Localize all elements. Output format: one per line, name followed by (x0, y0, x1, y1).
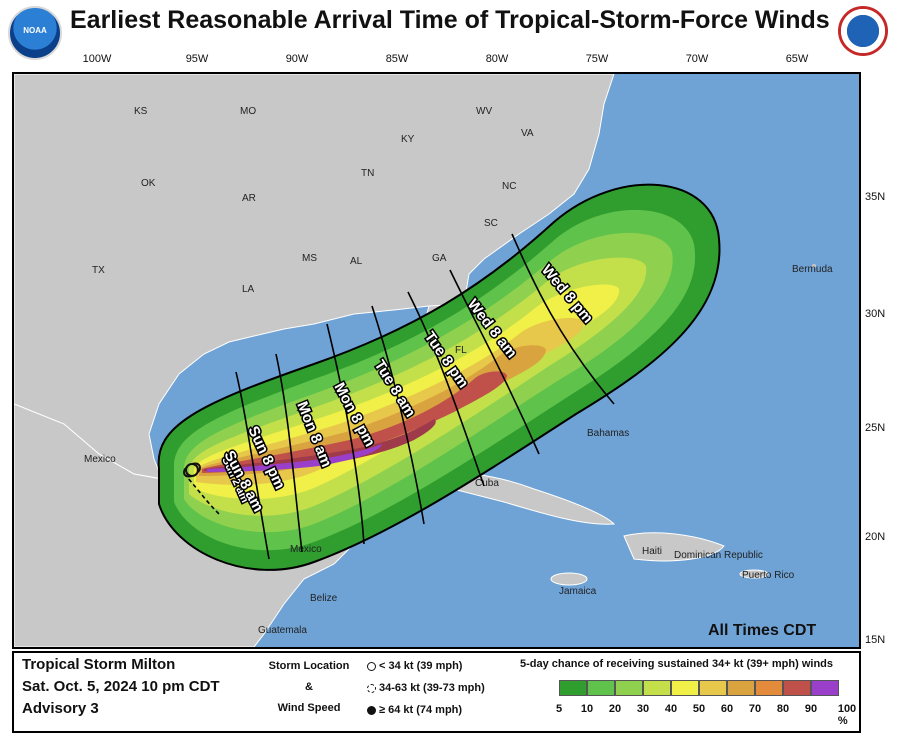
latitude-axis: 35N 30N 25N 20N 15N (860, 72, 897, 647)
prob-label: 20 (608, 703, 622, 715)
label-tn: TN (361, 168, 374, 179)
map-svg: KS MO WV VA KY OK AR TN NC SC GA MS AL T… (14, 74, 859, 647)
storm-legend-item-weak: < 34 kt (39 mph) (379, 660, 463, 672)
prob-label: 80 (776, 703, 790, 715)
prob-label: 30 (636, 703, 650, 715)
lon-label: 95W (185, 53, 209, 65)
prob-swatch (811, 680, 839, 696)
prob-swatch (755, 680, 783, 696)
hurricane-icon (367, 706, 376, 715)
label-guatemala: Guatemala (258, 625, 307, 636)
prob-label: 100 % (837, 703, 857, 727)
isochrone-lines (183, 233, 615, 560)
prob-label: 10 (580, 703, 594, 715)
longitude-axis: 100W 95W 90W 85W 80W 75W 70W 65W (0, 53, 897, 67)
noaa-logo: NOAA (8, 6, 62, 60)
label-mexico-south: Mexico (290, 544, 322, 555)
prob-swatch (643, 680, 671, 696)
land-bermuda (812, 264, 816, 268)
label-belize: Belize (310, 593, 338, 604)
label-ok: OK (141, 178, 156, 189)
label-dominican-republic: Dominican Republic (674, 550, 763, 561)
probability-legend-title: 5-day chance of receiving sustained 34+ … (520, 658, 833, 670)
land-hispaniola (623, 532, 725, 562)
legend-panel: Tropical Storm Milton Sat. Oct. 5, 2024 … (12, 651, 861, 733)
lat-label: 35N (865, 191, 886, 203)
page-title: Earliest Reasonable Arrival Time of Trop… (70, 6, 830, 34)
lat-label: 20N (865, 531, 886, 543)
label-al: AL (350, 256, 363, 267)
tropical-storm-icon (367, 684, 376, 693)
label-la: LA (242, 284, 255, 295)
land-jamaica (550, 572, 588, 586)
prob-label: 40 (664, 703, 678, 715)
label-tx: TX (92, 265, 105, 276)
probability-cone (157, 183, 721, 571)
storm-legend-heading2: Wind Speed (277, 702, 341, 714)
lon-label: 70W (685, 53, 709, 65)
times-note: All Times CDT (708, 622, 817, 639)
prob-label: 60 (720, 703, 734, 715)
label-jamaica: Jamaica (559, 586, 597, 597)
label-ga: GA (432, 253, 447, 264)
lon-label: 85W (385, 53, 409, 65)
lat-label: 25N (865, 422, 886, 434)
storm-datetime: Sat. Oct. 5, 2024 10 pm CDT (22, 678, 220, 695)
label-nc: NC (502, 181, 516, 192)
label-mexico: Mexico (84, 454, 116, 465)
prob-label: 50 (692, 703, 706, 715)
storm-center-icon (183, 462, 201, 478)
prob-swatch (783, 680, 811, 696)
land-puerto-rico (739, 569, 769, 579)
prob-swatch (615, 680, 643, 696)
weak-storm-icon (367, 662, 376, 671)
prob-label: 90 (804, 703, 818, 715)
prob-label: 70 (748, 703, 762, 715)
storm-legend-item-ts: 34-63 kt (39-73 mph) (379, 682, 485, 694)
label-fl: FL (455, 345, 467, 356)
label-ks: KS (134, 106, 148, 117)
lon-label: 90W (285, 53, 309, 65)
prob-swatch (587, 680, 615, 696)
map-panel[interactable]: KS MO WV VA KY OK AR TN NC SC GA MS AL T… (12, 72, 861, 649)
storm-legend-amp: & (305, 681, 313, 693)
label-ky: KY (401, 134, 415, 145)
label-bermuda: Bermuda (792, 264, 833, 275)
label-wv: WV (476, 106, 492, 117)
label-ms: MS (302, 253, 317, 264)
storm-legend-item-hurricane: ≥ 64 kt (74 mph) (379, 704, 463, 716)
lon-label: 80W (485, 53, 509, 65)
lon-label: 65W (785, 53, 809, 65)
lon-label: 100W (82, 53, 112, 65)
lat-label: 15N (865, 634, 886, 646)
label-va: VA (521, 128, 534, 139)
label-puerto-rico: Puerto Rico (742, 570, 795, 581)
prob-swatch (727, 680, 755, 696)
label-ar: AR (242, 193, 256, 204)
prob-swatch (559, 680, 587, 696)
lat-label: 30N (865, 308, 886, 320)
label-bahamas: Bahamas (587, 428, 629, 439)
label-mo: MO (240, 106, 256, 117)
label-cuba: Cuba (475, 478, 499, 489)
label-haiti: Haiti (642, 546, 662, 557)
label-sc: SC (484, 218, 498, 229)
storm-legend-heading1: Storm Location (268, 660, 350, 672)
lon-label: 75W (585, 53, 609, 65)
nws-logo (838, 6, 888, 56)
storm-name: Tropical Storm Milton (22, 656, 176, 673)
prob-swatch (699, 680, 727, 696)
storm-advisory: Advisory 3 (22, 700, 99, 717)
prob-label: 5 (555, 703, 563, 715)
prob-swatch (671, 680, 699, 696)
